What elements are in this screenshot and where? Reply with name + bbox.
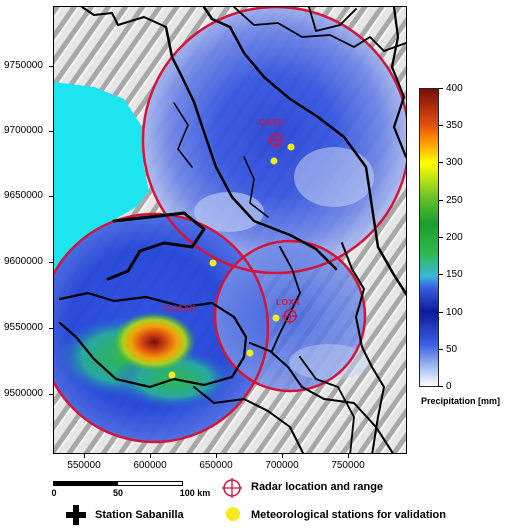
colorbar-tick: 300 [446, 157, 463, 168]
radar-label-guaxx: GUAXX [164, 303, 196, 313]
scale-label: 100 km [179, 488, 211, 498]
meteo-station-dot [270, 157, 278, 165]
x-tick-label: 600000 [133, 460, 167, 471]
loxx-range-ring [213, 239, 367, 393]
y-tick-label: 9750000 [4, 60, 43, 71]
colorbar-title: Precipitation [mm] [421, 396, 501, 406]
scale-label: 50 [112, 488, 124, 498]
caxx-radar-marker [268, 132, 284, 148]
colorbar-tick: 100 [446, 307, 463, 318]
station-cross-icon [66, 505, 86, 525]
meteo-station-legend-icon [226, 507, 240, 521]
colorbar-tick: 0 [446, 381, 452, 392]
x-tick-label: 550000 [67, 460, 101, 471]
map-frame [53, 6, 407, 454]
meteo-station-dot [209, 259, 217, 267]
precipitation-colorbar [419, 88, 439, 387]
legend-radar-text: Radar location and range [251, 481, 384, 493]
y-tick-label: 9500000 [4, 388, 43, 399]
meteo-station-dot [246, 349, 254, 357]
x-tick-label: 750000 [331, 460, 365, 471]
scale-label: 0 [51, 488, 57, 498]
x-tick-label: 650000 [199, 460, 233, 471]
colorbar-tick: 400 [446, 83, 463, 94]
meteo-station-dot [168, 371, 176, 379]
ocean-area [54, 82, 149, 277]
colorbar-tick: 250 [446, 195, 463, 206]
y-tick-label: 9650000 [4, 190, 43, 201]
meteo-station-dot [287, 143, 295, 151]
precipitation-map [54, 7, 406, 453]
radar-legend-icon [222, 478, 242, 498]
legend-station-text: Station Sabanilla [95, 509, 184, 521]
meteo-station-dot [272, 314, 280, 322]
legend-meteo-text: Meteorological stations for validation [251, 509, 446, 521]
y-tick-label: 9700000 [4, 125, 43, 136]
x-tick-label: 700000 [265, 460, 299, 471]
loxx-radar-marker [282, 308, 298, 324]
radar-label-caxx: CAXX [259, 117, 284, 127]
caxx-range-ring [141, 7, 406, 275]
y-tick-label: 9550000 [4, 322, 43, 333]
guaxx-range-ring [54, 212, 270, 444]
colorbar-tick: 150 [446, 269, 463, 280]
y-tick-label: 9600000 [4, 256, 43, 267]
colorbar-tick: 50 [446, 344, 458, 355]
colorbar-tick: 350 [446, 120, 463, 131]
radar-label-loxx: LOXX [276, 297, 300, 307]
colorbar-tick: 200 [446, 232, 463, 243]
boundary-lines [58, 7, 406, 453]
meteo-stations [168, 143, 295, 379]
scale-bar [53, 481, 183, 486]
